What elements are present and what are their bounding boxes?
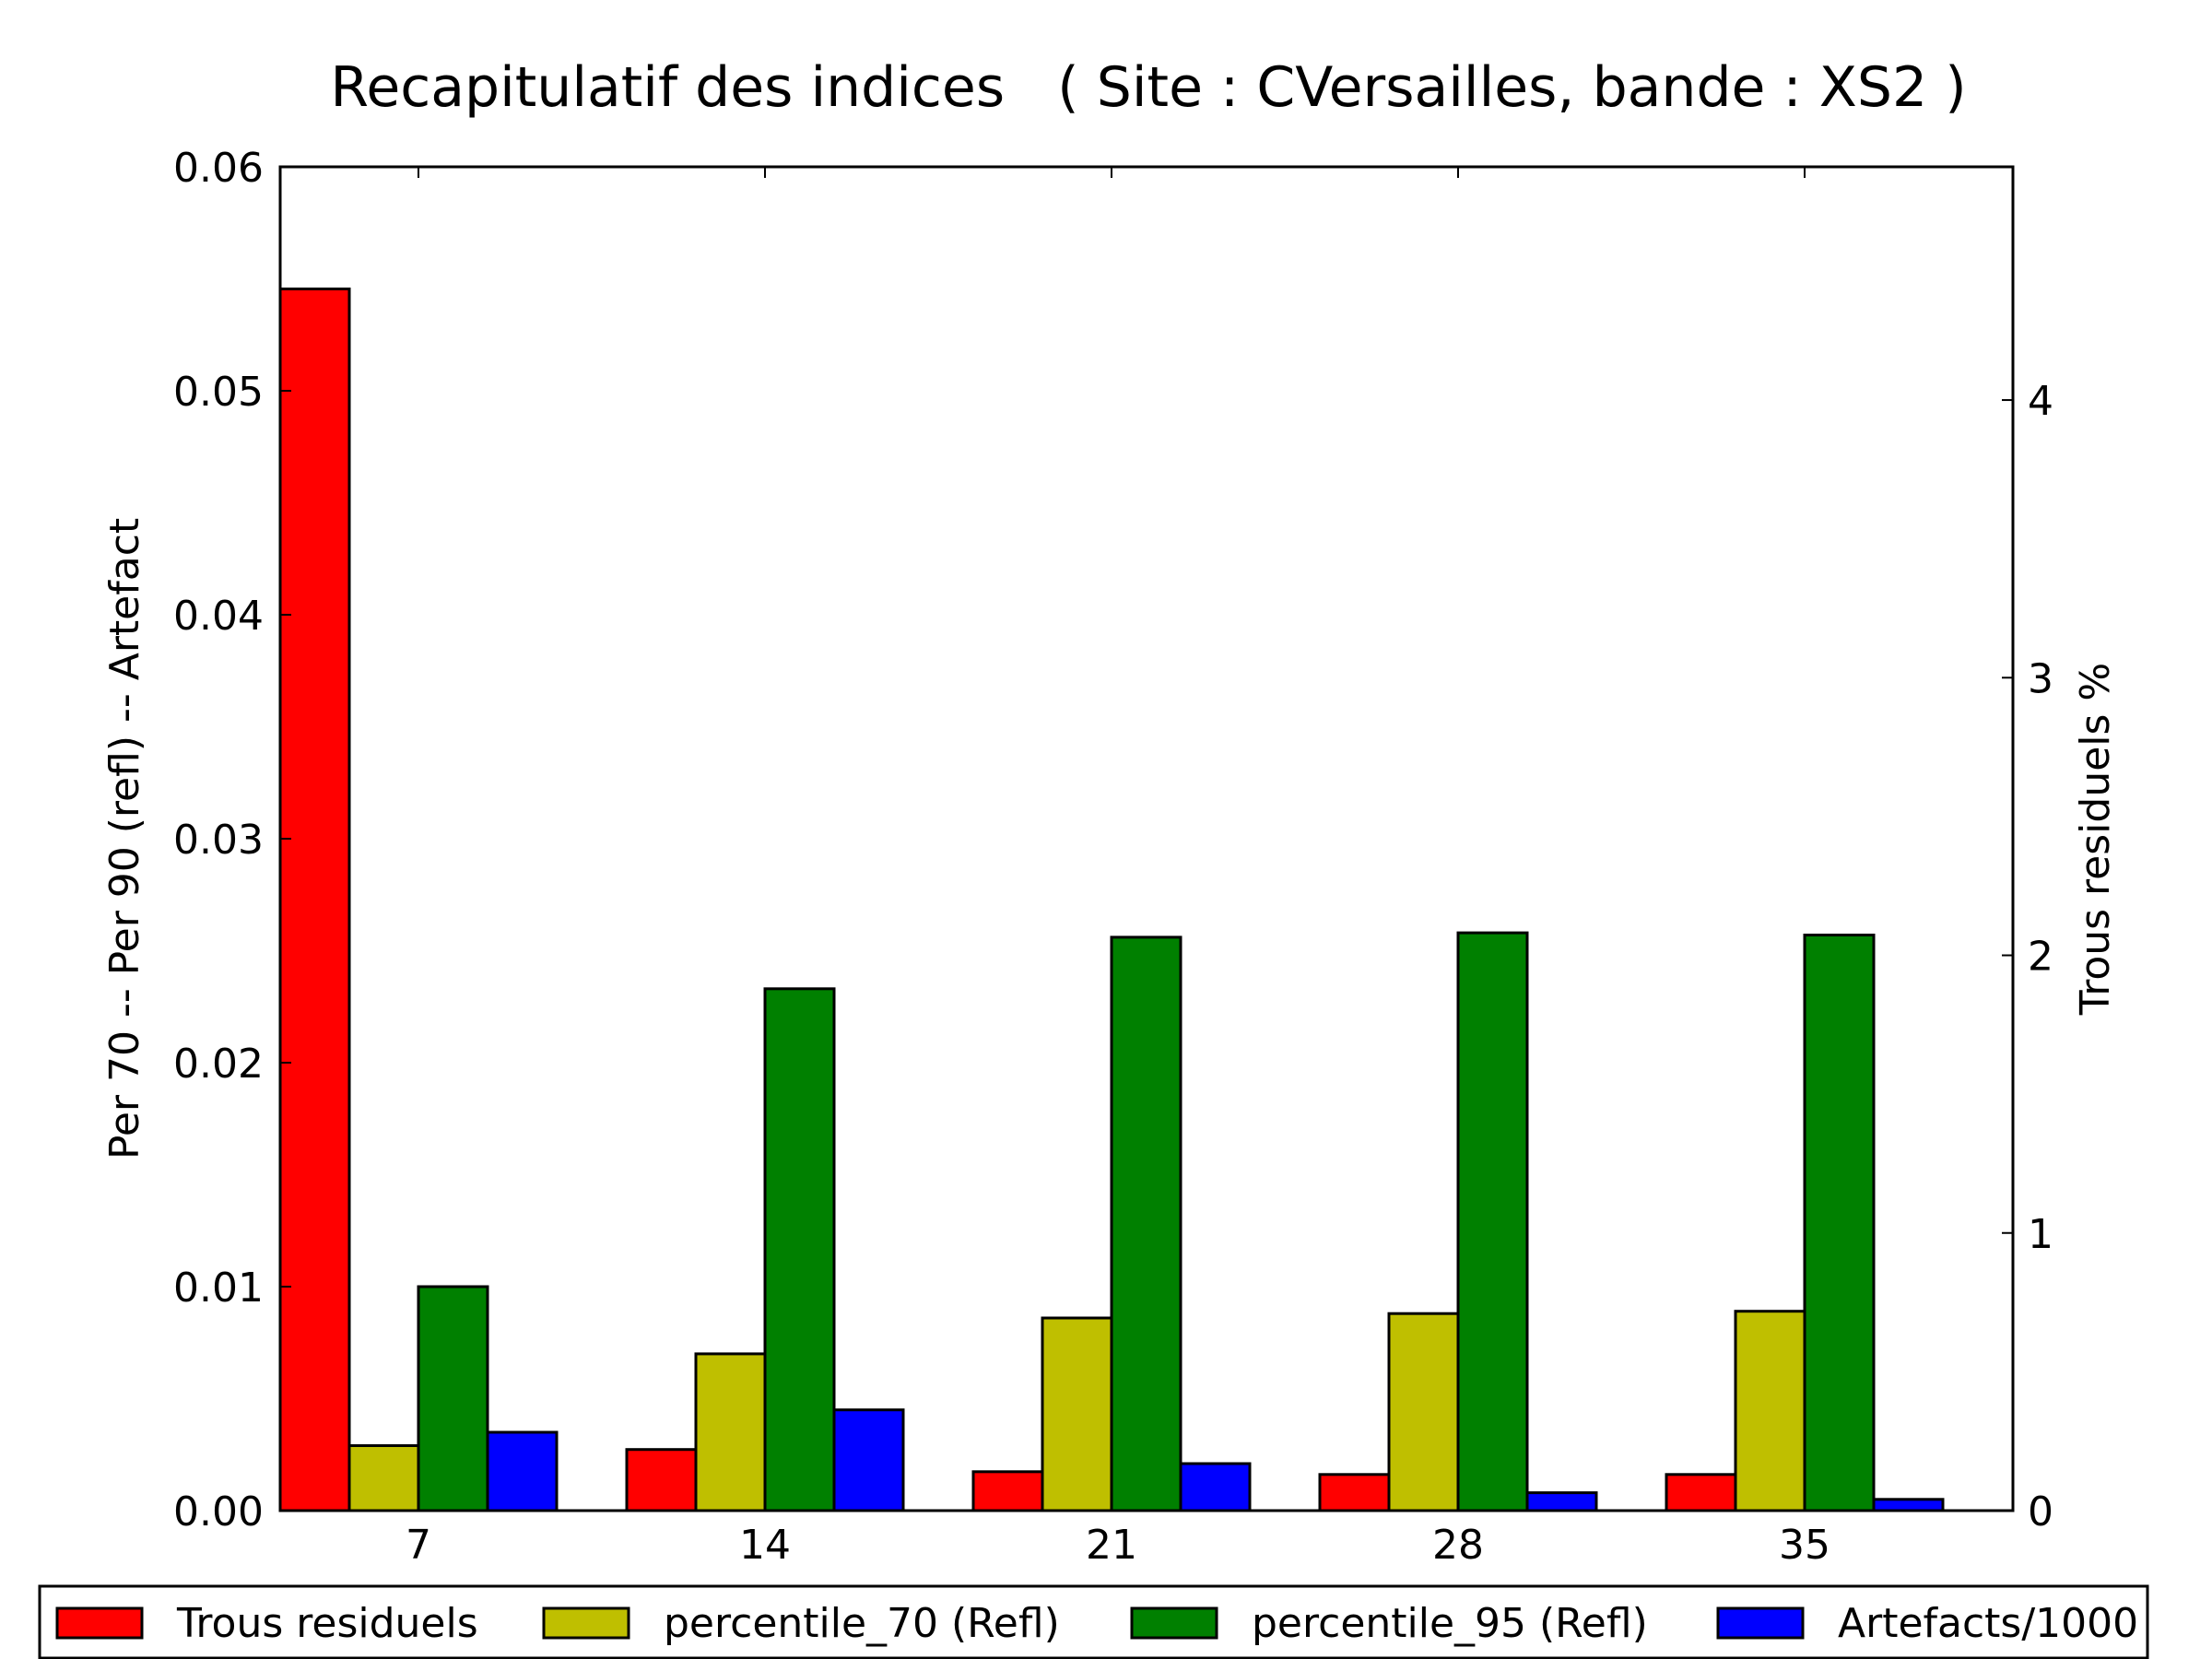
y-left-tick-label: 0.01 bbox=[173, 1265, 264, 1312]
chart-title: Recapitulatif des indices ( Site : CVers… bbox=[330, 55, 1966, 120]
legend-swatch bbox=[542, 1606, 630, 1640]
bar-percentile-70-refl-35 bbox=[1734, 1310, 1806, 1512]
x-axis-ticks: 7 14 21 28 35 bbox=[406, 167, 1830, 1569]
y-left-tick-label: 0.05 bbox=[173, 369, 264, 416]
bar-percentile-70-refl-14 bbox=[694, 1352, 767, 1512]
bar-percentile-95-refl-28 bbox=[1456, 931, 1529, 1512]
y-right-tick-label: 3 bbox=[2028, 655, 2053, 702]
bar-artefacts-1000-7 bbox=[486, 1430, 559, 1512]
y-left-tick-label: 0.02 bbox=[173, 1041, 264, 1088]
bars bbox=[278, 288, 1945, 1512]
y-axis-right-ticks: 0 1 2 3 4 bbox=[2002, 378, 2053, 1535]
y-left-tick-label: 0.06 bbox=[173, 145, 264, 192]
legend-swatch bbox=[1716, 1606, 1805, 1640]
bar-trous-residuels-7 bbox=[278, 288, 351, 1512]
legend-label: Trous residuels bbox=[176, 1600, 478, 1647]
bar-trous-residuels-14 bbox=[625, 1448, 698, 1512]
y-left-tick-label: 0.04 bbox=[173, 593, 264, 640]
bar-percentile-95-refl-14 bbox=[763, 987, 836, 1512]
x-tick-label: 28 bbox=[1432, 1522, 1484, 1569]
x-tick-label: 7 bbox=[406, 1522, 431, 1569]
bar-trous-residuels-21 bbox=[971, 1470, 1044, 1512]
x-tick-label: 35 bbox=[1779, 1522, 1830, 1569]
legend-label: Artefacts/1000 bbox=[1838, 1600, 2138, 1647]
bar-percentile-70-refl-28 bbox=[1387, 1312, 1460, 1512]
bar-artefacts-1000-28 bbox=[1525, 1491, 1598, 1512]
y-right-tick-label: 1 bbox=[2028, 1211, 2053, 1258]
y-axis-right-label: Trous residuels % bbox=[2072, 663, 2119, 1016]
bar-artefacts-1000-21 bbox=[1179, 1462, 1252, 1512]
y-right-tick-label: 4 bbox=[2028, 378, 2053, 425]
y-left-tick-label: 0.00 bbox=[173, 1488, 264, 1535]
y-axis-left-ticks: 0.00 0.01 0.02 0.03 0.04 0.05 0.06 bbox=[173, 145, 291, 1535]
y-right-tick-label: 2 bbox=[2028, 934, 2053, 981]
x-tick-label: 14 bbox=[739, 1522, 791, 1569]
bar-artefacts-1000-35 bbox=[1872, 1498, 1945, 1512]
bar-percentile-70-refl-7 bbox=[347, 1444, 420, 1512]
bar-percentile-70-refl-21 bbox=[1041, 1316, 1113, 1512]
bar-percentile-95-refl-21 bbox=[1110, 935, 1182, 1512]
legend-swatch bbox=[55, 1606, 144, 1640]
y-left-tick-label: 0.03 bbox=[173, 817, 264, 864]
x-tick-label: 21 bbox=[1086, 1522, 1137, 1569]
legend: Trous residuels percentile_70 (Refl) perce… bbox=[38, 1584, 2149, 1659]
y-right-tick-label: 0 bbox=[2028, 1488, 2053, 1535]
bar-artefacts-1000-14 bbox=[832, 1408, 905, 1512]
legend-swatch bbox=[1130, 1606, 1218, 1640]
legend-label: percentile_95 (Refl) bbox=[1252, 1600, 1648, 1647]
bar-percentile-95-refl-7 bbox=[417, 1285, 489, 1512]
bar-percentile-95-refl-35 bbox=[1803, 934, 1876, 1512]
bar-trous-residuels-35 bbox=[1665, 1473, 1737, 1512]
y-axis-left-label: Per 70 -- Per 90 (refl) -- Artefact bbox=[101, 518, 148, 1159]
legend-label: percentile_70 (Refl) bbox=[664, 1600, 1060, 1647]
bar-trous-residuels-28 bbox=[1318, 1473, 1391, 1512]
